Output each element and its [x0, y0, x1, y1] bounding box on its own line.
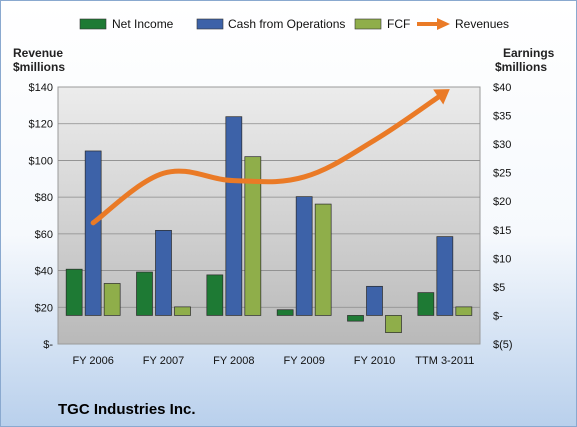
left-tick-label: $-	[43, 339, 53, 351]
right-tick-label: $40	[493, 82, 511, 94]
legend-item-net-income: Net Income	[79, 17, 174, 31]
legend-swatch-net-income	[79, 18, 107, 30]
left-tick-label: $20	[35, 302, 53, 314]
legend-label-revenues: Revenues	[455, 17, 509, 31]
right-tick-label: $15	[493, 225, 511, 237]
bar-cash-from-operations	[436, 236, 454, 316]
x-tick-label: FY 2006	[72, 355, 113, 367]
x-tick-label: TTM 3-2011	[415, 355, 474, 367]
left-tick-label: $140	[29, 82, 53, 94]
bar-fcf	[103, 283, 121, 316]
left-tick-label: $120	[29, 119, 53, 131]
bar-net-income	[136, 271, 153, 316]
revenue-arrowhead	[433, 89, 450, 105]
legend-item-revenues: Revenues	[417, 17, 509, 31]
bars	[65, 116, 473, 333]
x-axis-labels: FY 2006 FY 2007 FY 2008 FY 2009 FY 2010 TTM 3…	[72, 355, 474, 367]
legend-label-net-income: Net Income	[112, 17, 174, 31]
bar-fcf	[174, 306, 191, 316]
right-tick-label: $(5)	[493, 339, 513, 351]
plot-area	[57, 86, 481, 345]
bar-fcf	[455, 306, 473, 316]
right-tick-label: $25	[493, 168, 511, 180]
bar-cash-from-operations	[366, 285, 383, 316]
legend-item-fcf: FCF	[354, 17, 410, 31]
right-tick-label: $-	[493, 310, 503, 322]
revenue-line	[90, 90, 448, 226]
x-tick-label: FY 2010	[354, 355, 395, 367]
right-tick-label: $10	[493, 253, 511, 265]
bar-cash-from-operations	[155, 229, 172, 316]
bar-net-income	[206, 274, 224, 316]
right-axis-title-line2: $millions	[495, 60, 547, 74]
legend: Net Income Cash from Operations FCF Reve…	[79, 17, 509, 31]
legend-item-cash-from-operations: Cash from Operations	[196, 17, 345, 31]
bar-cash-from-operations	[295, 196, 313, 316]
right-tick-label: $20	[493, 196, 511, 208]
legend-swatch-fcf	[354, 18, 382, 30]
left-tick-label: $40	[35, 266, 53, 278]
left-axis-title-line1: Revenue	[13, 46, 63, 60]
legend-arrow-revenues	[437, 18, 450, 30]
left-tick-label: $80	[35, 192, 53, 204]
legend-label-cash-from-operations: Cash from Operations	[228, 17, 345, 31]
gridlines	[58, 123, 480, 308]
bar-net-income	[276, 309, 294, 316]
bar-net-income	[65, 268, 83, 316]
legend-swatch-cash-from-operations	[196, 18, 224, 30]
x-tick-label: FY 2007	[143, 355, 184, 367]
bar-fcf	[244, 156, 262, 316]
right-tick-label: $5	[493, 282, 505, 294]
bar-cash-from-operations	[84, 150, 102, 316]
right-tick-label: $30	[493, 139, 511, 151]
bar-net-income	[347, 315, 364, 322]
left-tick-label: $100	[29, 155, 53, 167]
revenue-line-group	[90, 89, 450, 226]
right-axis-title-line1: Earnings	[503, 46, 555, 60]
bar-fcf	[314, 203, 332, 316]
legend-label-fcf: FCF	[387, 17, 410, 31]
left-axis-title-line2: $millions	[13, 60, 65, 74]
x-tick-label: FY 2008	[213, 355, 254, 367]
bar-fcf	[385, 315, 402, 333]
left-axis-ticks: $- $20 $40 $60 $80 $100 $120 $140	[29, 82, 54, 351]
left-tick-label: $60	[35, 229, 53, 241]
right-axis-ticks: $(5) $- $5 $10 $15 $20 $25 $30 $35 $40	[493, 82, 513, 351]
company-name: TGC Industries Inc.	[58, 401, 196, 418]
x-tick-label: FY 2009	[283, 355, 324, 367]
bar-net-income	[417, 292, 435, 316]
bar-cash-from-operations	[225, 116, 243, 316]
right-tick-label: $35	[493, 111, 511, 123]
